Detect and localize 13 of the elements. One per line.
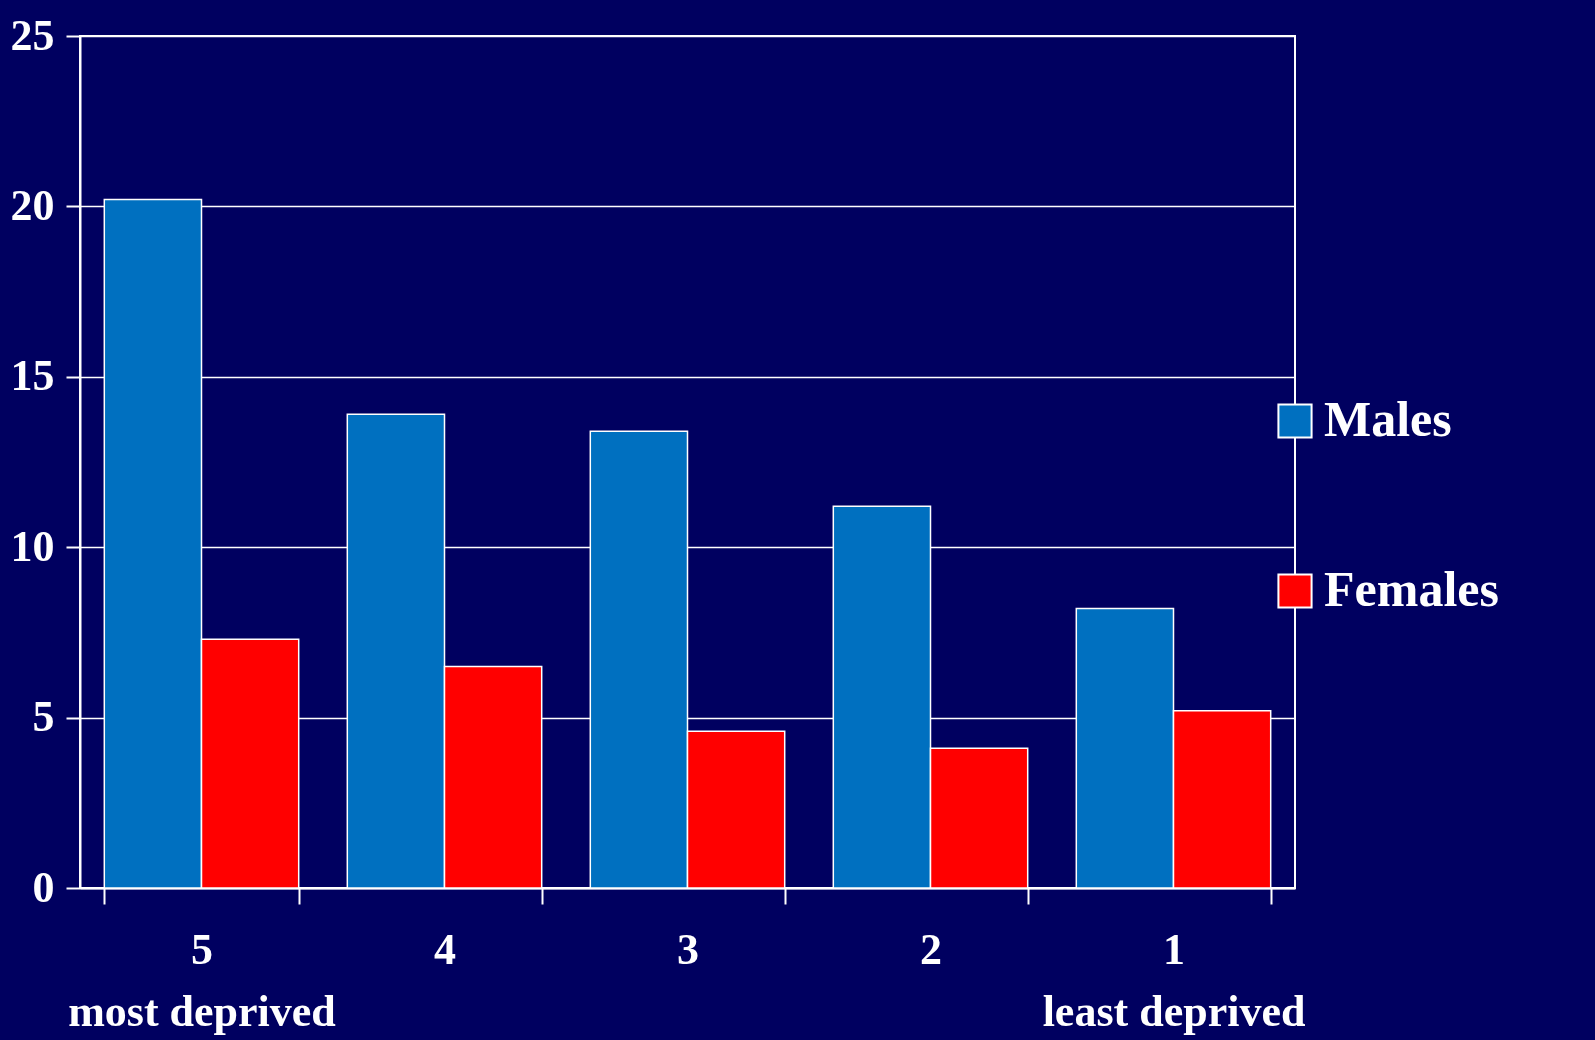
legend-label: Females (1324, 561, 1499, 617)
x-tick-label: 3 (677, 924, 699, 974)
y-tick-label: 20 (10, 180, 55, 230)
x-tick-label: 5 most deprived (68, 924, 336, 1036)
y-tick-label: 5 (32, 692, 55, 742)
x-tick-label: 2 (920, 924, 942, 974)
x-tick-label: 4 (434, 924, 456, 974)
x-tick-label: 1 least deprived (1042, 924, 1306, 1036)
y-tick-label: 25 (10, 10, 55, 60)
y-tick-label: 0 (32, 862, 55, 912)
legend-label: Males (1324, 391, 1452, 447)
y-tick-label: 15 (10, 351, 55, 401)
y-tick-label: 10 (10, 521, 55, 571)
